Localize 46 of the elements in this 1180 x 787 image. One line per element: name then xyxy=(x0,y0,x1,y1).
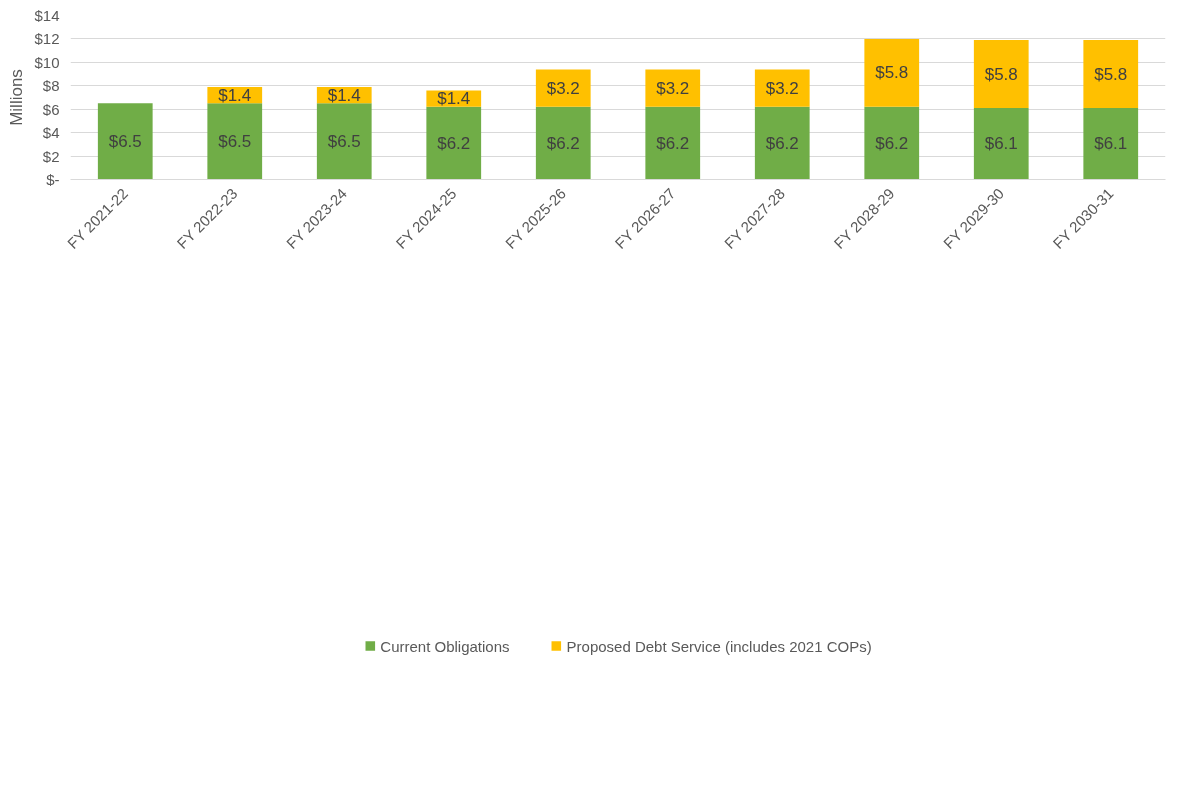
data-label: $3.2 xyxy=(546,78,580,98)
data-label: $1.4 xyxy=(437,89,471,109)
bar xyxy=(97,103,153,180)
data-label: $6.2 xyxy=(765,133,799,153)
bar xyxy=(1083,108,1139,180)
legend-label: Proposed Debt Service (includes 2021 COPs) xyxy=(566,637,872,655)
data-label: $6.1 xyxy=(1094,134,1128,154)
y-tick-label: $14 xyxy=(34,7,60,24)
data-label: $3.2 xyxy=(765,78,799,98)
data-label: $6.5 xyxy=(218,131,252,151)
data-label: $6.1 xyxy=(984,134,1018,154)
data-label: $5.8 xyxy=(984,64,1018,84)
y-tick-label: $12 xyxy=(34,30,60,48)
data-label: $6.2 xyxy=(656,133,690,153)
bar xyxy=(864,38,920,107)
y-tick-label: $4 xyxy=(42,124,60,142)
data-label: $3.2 xyxy=(656,78,690,98)
bar xyxy=(535,69,591,107)
data-label: $6.5 xyxy=(108,131,142,151)
y-tick-label: $- xyxy=(46,171,60,188)
bar xyxy=(754,69,810,107)
bar xyxy=(973,40,1029,109)
bar xyxy=(426,106,482,180)
y-tick-label: $8 xyxy=(42,77,60,95)
data-label: $6.5 xyxy=(327,131,361,151)
bar xyxy=(535,106,591,180)
bar xyxy=(207,103,263,180)
y-axis-title: Millions xyxy=(7,69,27,126)
data-label: $6.2 xyxy=(875,133,909,153)
data-label: $1.4 xyxy=(218,85,252,105)
bar xyxy=(864,106,920,180)
bar xyxy=(754,106,810,180)
bar xyxy=(645,106,701,180)
legend-label: Current Obligations xyxy=(380,637,510,655)
data-label: $1.4 xyxy=(327,85,361,105)
bar xyxy=(645,69,701,107)
bar xyxy=(316,103,372,180)
data-label: $5.8 xyxy=(875,63,909,83)
data-label: $5.8 xyxy=(1094,64,1128,84)
data-label: $6.2 xyxy=(546,133,580,153)
data-label: $6.2 xyxy=(437,133,471,153)
y-tick-label: $10 xyxy=(34,53,60,71)
y-tick-label: $6 xyxy=(42,100,60,118)
y-tick-label: $2 xyxy=(42,147,60,165)
bar xyxy=(1083,40,1139,109)
bar xyxy=(973,108,1029,180)
